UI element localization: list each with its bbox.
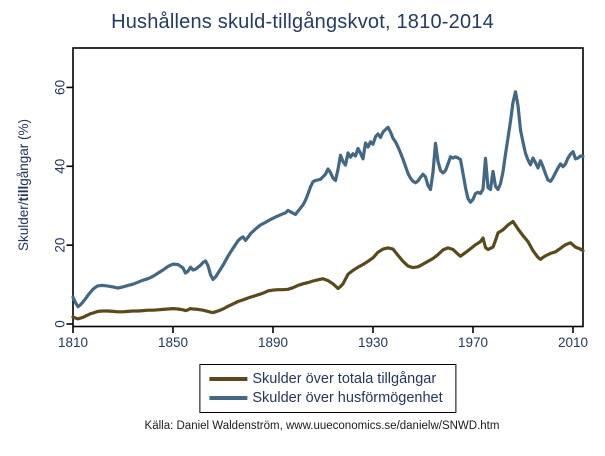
legend-line-swatch-total-assets xyxy=(209,376,248,381)
x-tick-label: 1970 xyxy=(458,335,488,350)
chart-title: Hushållens skuld-tillgångskvot, 1810-201… xyxy=(111,11,494,33)
series-line-housing-wealth xyxy=(71,90,585,309)
legend: Skulder över totala tillgångar Skulder ö… xyxy=(199,364,457,413)
source-note: Källa: Daniel Waldenström, www.uueconomi… xyxy=(144,420,500,432)
x-tick-label: 2010 xyxy=(558,335,588,350)
x-tick-label: 1850 xyxy=(158,335,188,350)
y-tick-label: 60 xyxy=(53,80,68,95)
legend-line-swatch-housing-wealth xyxy=(209,395,248,400)
x-tick-label: 1810 xyxy=(58,335,88,350)
y-tick-label: 40 xyxy=(53,159,68,174)
y-tick-label: 0 xyxy=(53,320,68,328)
x-tick-label: 1930 xyxy=(358,335,388,350)
legend-label-total-assets: Skulder över totala tillgångar xyxy=(252,370,437,387)
x-tick-label: 1890 xyxy=(258,335,288,350)
y-tick-label: 20 xyxy=(53,238,68,253)
legend-item-housing-wealth: Skulder över husförmögenhet xyxy=(209,388,443,407)
legend-label-housing-wealth: Skulder över husförmögenhet xyxy=(252,389,443,406)
plot-frame xyxy=(72,47,584,328)
series-line-total-assets xyxy=(71,219,585,321)
legend-item-total-assets: Skulder över totala tillgångar xyxy=(209,369,442,388)
